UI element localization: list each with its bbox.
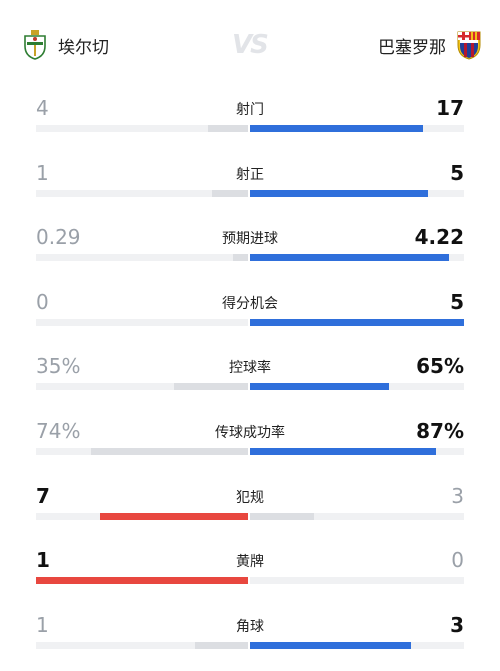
stat-row-shots-on-target: 1 射正 5 [0,155,500,220]
elche-crest-icon [24,30,46,60]
away-value: 5 [450,289,464,314]
stat-label: 预期进球 [222,231,278,248]
home-bar [207,125,248,132]
away-bar [250,383,390,391]
barcelona-crest-icon [457,31,481,60]
home-bar-track [36,447,248,455]
stat-row-pass-accuracy: 74% 传球成功率 87% [0,413,500,478]
home-value: 1 [36,160,49,185]
home-bar [99,512,248,520]
stat-row-shots: 4 射门 17 [0,90,500,155]
home-bar [91,447,248,455]
away-bar-track [250,447,464,455]
away-bar [250,318,464,326]
stat-label: 传球成功率 [215,424,285,441]
away-bar [250,447,437,455]
away-bar [250,125,424,132]
stat-row-yellow-cards: 1 黄牌 0 [0,542,500,607]
away-bar-track [250,641,464,649]
away-bar-track [250,189,464,197]
home-bar [211,189,248,197]
away-bar [250,254,450,262]
away-bar-track [250,254,464,262]
away-bar [250,512,315,520]
away-bar-track [250,318,464,326]
stat-row-corners: 1 角球 3 [0,607,500,671]
stat-label: 得分机会 [222,295,278,312]
away-value: 3 [451,483,464,508]
stat-label: 黄牌 [236,554,264,571]
home-bar [195,641,248,649]
home-value: 7 [36,483,50,508]
stat-row-expected-goals: 0.29 预期进球 4.22 [0,219,500,284]
away-value: 3 [450,612,464,637]
stat-label: 角球 [236,618,264,635]
away-value: 17 [436,96,464,120]
away-bar-track [250,577,464,585]
stat-label: 犯规 [236,489,264,506]
match-header: 埃尔切 VS 巴塞罗那 [0,0,500,90]
home-bar-track [36,254,248,262]
stat-row-possession: 35% 控球率 65% [0,348,500,413]
away-value: 0 [451,548,464,573]
away-team-name: 巴塞罗那 [378,37,446,58]
home-value: 4 [36,96,49,120]
home-bar-track [36,641,248,649]
stat-label: 射正 [236,166,264,183]
home-team[interactable]: 埃尔切 [22,30,109,60]
home-bar [233,254,248,262]
away-bar-track [250,512,464,520]
stats-list: 4 射门 17 1 射正 5 0.29 预期进球 4.22 0 得分机会 5 35% 控球率 65% 74% 传… [0,90,500,671]
away-team[interactable]: 巴塞罗那 [378,30,482,60]
away-bar [250,641,411,649]
away-bar-track [250,383,464,391]
away-bar [250,189,428,197]
away-value: 87% [416,418,464,443]
home-value: 35% [36,354,81,379]
away-value: 5 [450,160,464,185]
home-value: 0.29 [36,225,81,250]
home-bar-track [36,189,248,197]
home-bar-track [36,383,248,391]
home-value: 0 [36,289,49,314]
home-bar [173,383,248,391]
away-value: 65% [416,354,464,379]
home-team-name: 埃尔切 [58,37,109,58]
home-bar-track [36,512,248,520]
stat-label: 控球率 [229,360,271,377]
stat-row-chances: 0 得分机会 5 [0,284,500,349]
home-value: 1 [36,548,50,573]
vs-label: VS [232,30,269,60]
home-bar-track [36,125,248,132]
home-bar [36,577,248,585]
home-value: 1 [36,612,49,637]
stat-row-fouls: 7 犯规 3 [0,478,500,543]
home-bar-track [36,318,248,326]
away-bar-track [250,125,464,132]
home-bar-track [36,577,248,585]
stat-label: 射门 [236,102,264,118]
away-value: 4.22 [414,225,464,250]
home-value: 74% [36,418,81,443]
